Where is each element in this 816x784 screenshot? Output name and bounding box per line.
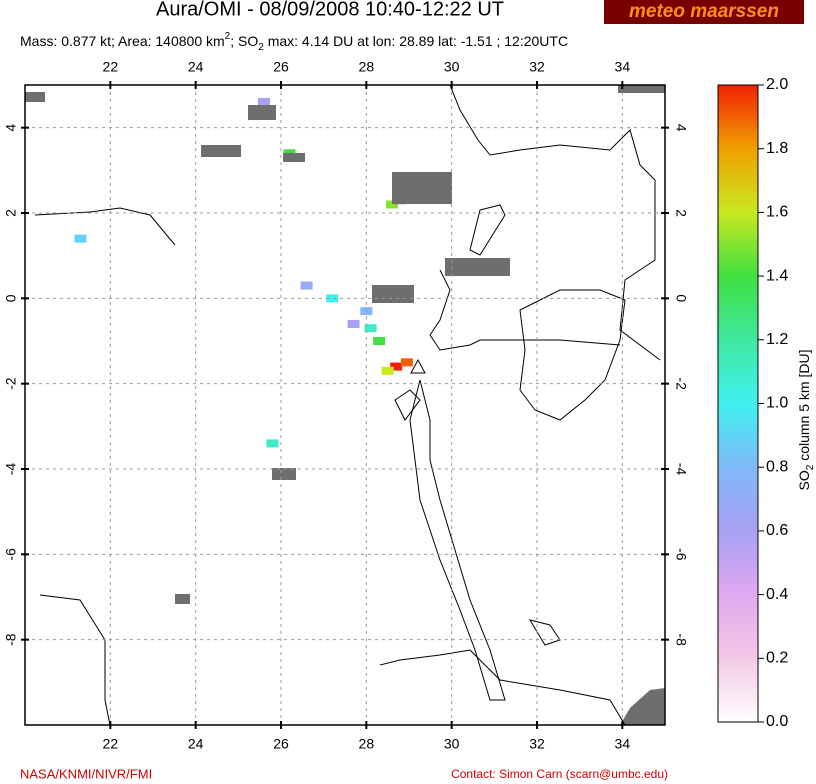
so2-pixel [74, 234, 87, 243]
y-tick-label: -4 [673, 463, 689, 476]
y-tick-label: -8 [673, 633, 689, 646]
text-part: SO [796, 470, 812, 490]
no-data-patch [248, 105, 276, 120]
colorbar-tick-label: 1.0 [766, 395, 788, 412]
y-tick-label: -4 [3, 463, 19, 476]
no-data-patch [392, 172, 452, 204]
text-part: max: 4.14 DU at lon: 28.89 lat: -1.51 ; … [264, 33, 568, 49]
text-part: column 5 km [DU] [796, 350, 812, 465]
colorbar-tick-label: 0.4 [766, 586, 788, 603]
so2-pixel [257, 98, 270, 107]
so2-pixel [300, 281, 313, 290]
text-part: ; SO [230, 33, 258, 49]
colorbar-tick-label: 0.2 [766, 650, 788, 667]
volcano-marker [410, 358, 426, 374]
y-tick-label: -6 [3, 548, 19, 561]
so2-pixel [326, 294, 339, 303]
no-data-patch [175, 594, 190, 604]
x-tick-label: 32 [529, 736, 545, 752]
footer-left: NASA/KNMI/NIVR/FMI [20, 766, 152, 781]
border [379, 649, 626, 726]
no-data-patch [445, 258, 510, 276]
no-data [25, 85, 665, 725]
x-tick-label: 26 [273, 59, 289, 75]
x-tick-label: 26 [273, 736, 289, 752]
y-tick-label: 4 [673, 124, 689, 132]
y-tick-label: 2 [673, 209, 689, 217]
x-tick-label: 22 [103, 736, 119, 752]
so2-pixel [381, 366, 394, 375]
map-area [25, 85, 665, 725]
footer-right: Contact: Simon Carn (scarn@umbc.edu) [451, 767, 668, 781]
map-frame [24, 84, 666, 726]
border [429, 269, 621, 351]
no-data-patch [283, 153, 305, 162]
y-tick-label: -2 [673, 377, 689, 390]
no-data-patch [25, 92, 45, 102]
so2-pixel [266, 439, 279, 448]
colorbar-label: SO2 column 5 km [DU] [796, 350, 816, 491]
y-tick-label: 0 [673, 294, 689, 302]
y-tick-label: 4 [3, 124, 19, 132]
colorbar-tick-label: 0.8 [766, 458, 788, 475]
colorbar-tick-label: 1.2 [766, 331, 788, 348]
lake [469, 204, 506, 256]
x-tick-label: 32 [529, 59, 545, 75]
x-tick-label: 24 [188, 736, 204, 752]
border [449, 84, 661, 361]
text-part: 2 [225, 31, 231, 42]
text-part: 2 [805, 464, 816, 470]
title: Aura/OMI - 08/09/2008 10:40-12:22 UT [156, 0, 504, 20]
x-tick-label: 34 [615, 59, 631, 75]
colorbar-tick-label: 1.6 [766, 204, 788, 221]
text-part: 2 [258, 42, 264, 53]
y-tick-label: -8 [3, 633, 19, 646]
so2-pixel [347, 319, 360, 328]
no-data-patch [372, 285, 414, 303]
so2-pixel [390, 362, 403, 371]
border [34, 207, 176, 246]
colorbar-tick-label: 1.8 [766, 140, 788, 157]
no-data-patch [272, 468, 296, 480]
y-tick-label: -6 [673, 548, 689, 561]
lake [394, 389, 421, 421]
x-tick-label: 24 [188, 59, 204, 75]
y-tick-label: -2 [3, 377, 19, 390]
colorbar-tick-label: 2.0 [766, 76, 788, 93]
no-data-patch [620, 688, 665, 725]
x-tick-label: 30 [444, 736, 460, 752]
x-tick-label: 22 [103, 59, 119, 75]
so2-pixel [364, 324, 377, 333]
colorbar-tick-label: 1.4 [766, 267, 788, 284]
colorbar-ticks: 0.0 0.2 0.4 0.6 0.8 1.0 1.2 1.4 1.6 1.8 2.0 [758, 76, 788, 730]
so2-pixel [385, 200, 398, 209]
logo: meteo maarssen [629, 1, 779, 22]
x-tick-label: 30 [444, 59, 460, 75]
lake [519, 289, 626, 421]
lake [409, 379, 506, 701]
y-tick-label: 2 [3, 209, 19, 217]
colorbar-tick-label: 0.6 [766, 522, 788, 539]
y-tick-label: 0 [3, 294, 19, 302]
text-part: Mass: 0.877 kt; Area: 140800 km [20, 33, 225, 49]
x-tick-label: 28 [359, 736, 375, 752]
logo-bg [604, 0, 804, 24]
colorbar-tick-label: 0.0 [766, 713, 788, 730]
so2-pixel [400, 358, 413, 367]
so2-pixel [373, 337, 386, 345]
x-tick-label: 28 [359, 59, 375, 75]
no-data-patch [618, 85, 665, 93]
no-data-patch [201, 145, 241, 157]
colorbar [717, 84, 759, 723]
subtitle: Mass: 0.877 kt; Area: 140800 km2; SO2 ma… [20, 31, 568, 53]
x-tick-label: 34 [615, 736, 631, 752]
